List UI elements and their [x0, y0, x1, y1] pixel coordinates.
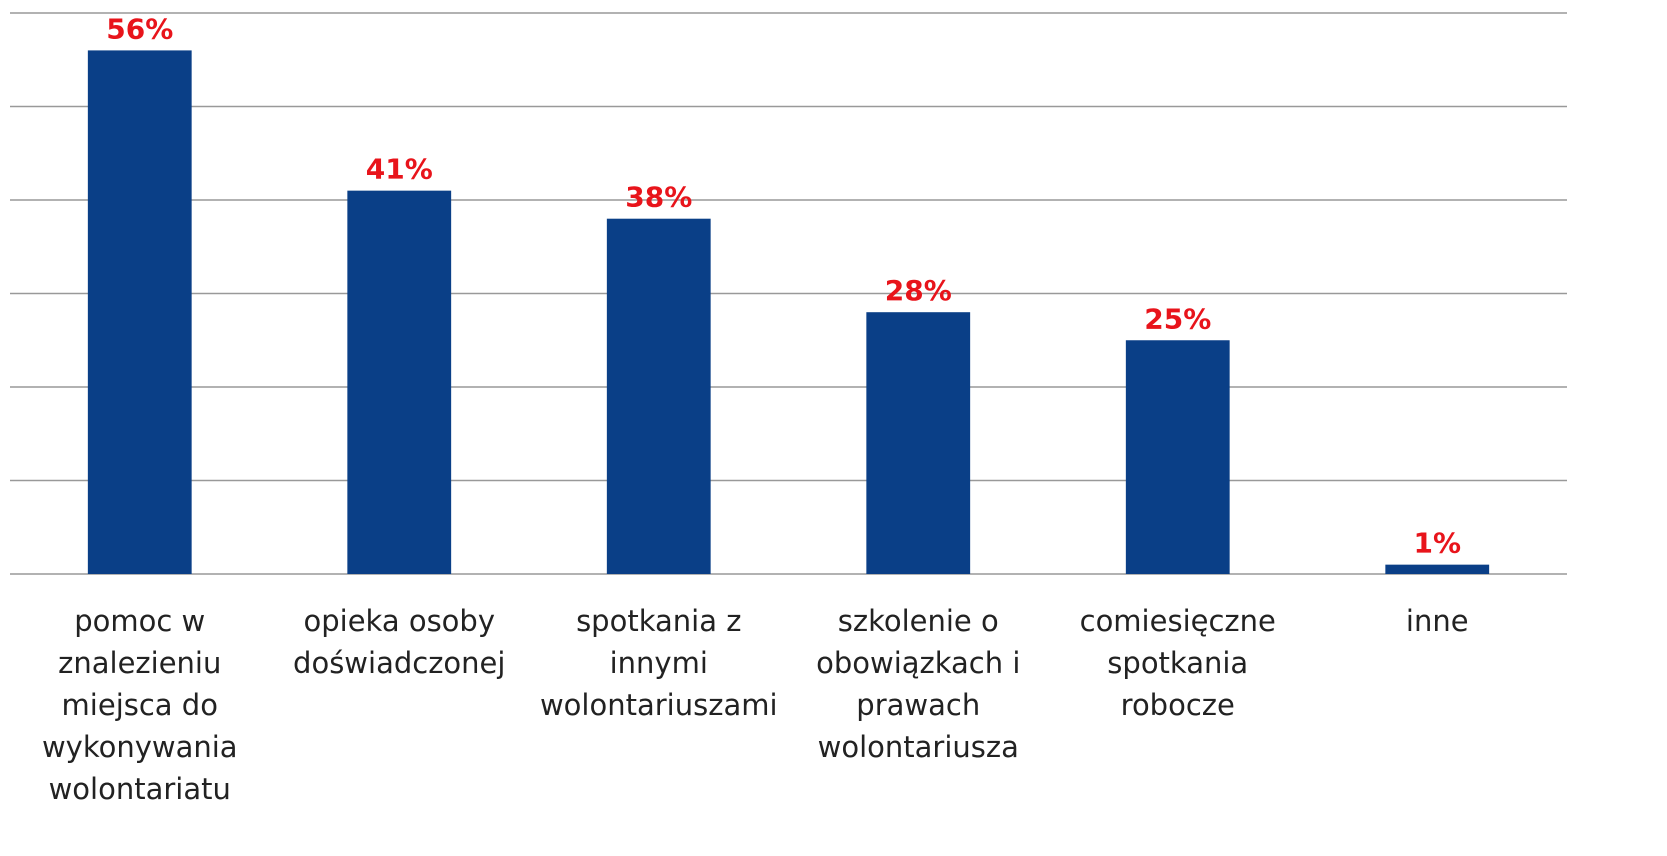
bar: [347, 190, 452, 574]
x-tick-label: szkolenie o obowiązkach i prawach wolont…: [816, 604, 1021, 764]
bar: [1385, 564, 1490, 574]
data-label: 25%: [1144, 302, 1211, 335]
data-label: 41%: [366, 153, 433, 186]
bar: [606, 218, 711, 574]
bar: [866, 312, 971, 574]
bar: [1125, 340, 1230, 574]
x-tick-label: spotkania z innymi wolontariuszami: [539, 604, 778, 722]
data-label: 28%: [885, 274, 952, 307]
data-label: 1%: [1413, 527, 1461, 560]
bar: [87, 50, 192, 574]
data-label: 38%: [625, 181, 692, 214]
x-tick-label: comiesięczne spotkania robocze: [1079, 604, 1276, 722]
x-tick-label: opieka osoby doświadczonej: [293, 604, 506, 680]
data-label: 56%: [106, 12, 173, 45]
x-tick-label: pomoc w znalezieniu miejsca do wykonywan…: [41, 604, 238, 806]
x-tick-label: inne: [1405, 604, 1469, 638]
